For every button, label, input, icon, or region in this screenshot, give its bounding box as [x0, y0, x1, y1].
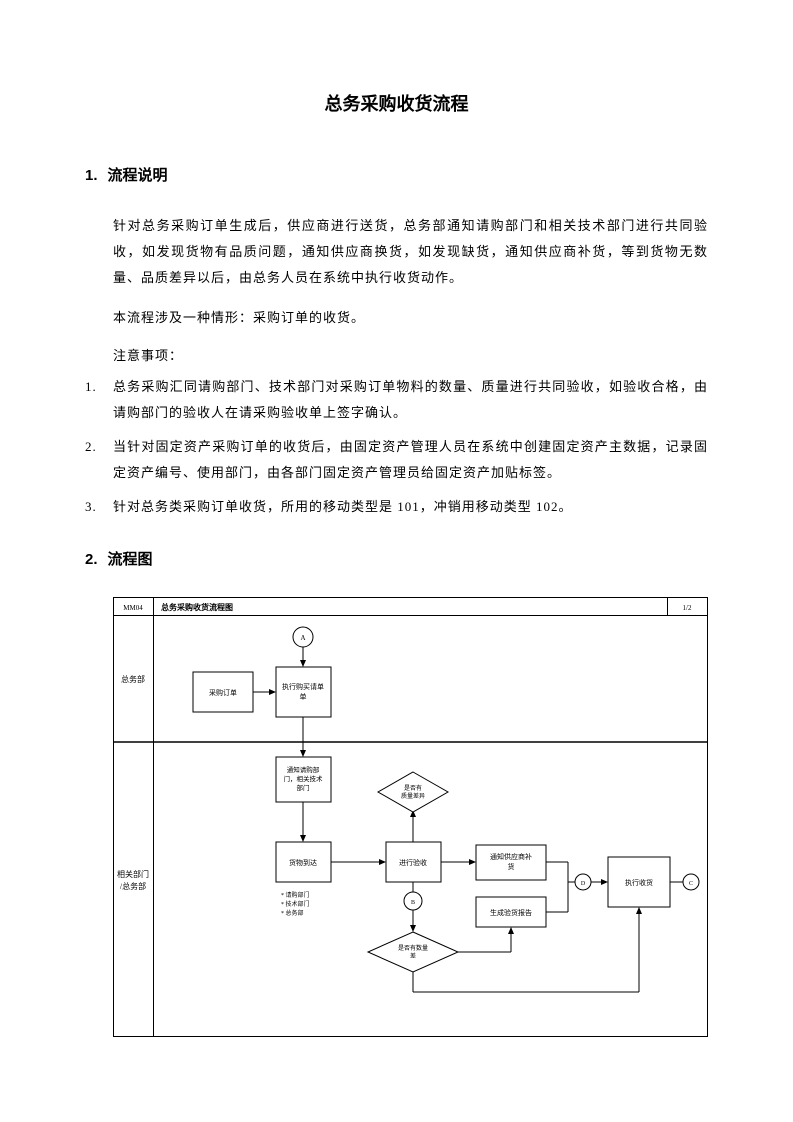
section-2-num: 2.	[85, 551, 98, 568]
fc-header-id: MM04	[123, 604, 143, 612]
list-num: 1.	[85, 374, 113, 426]
list-num: 2.	[85, 434, 113, 486]
fc-dec-q2: 质量差异	[401, 792, 425, 800]
fc-node-return1: 通知供应商补	[490, 852, 532, 861]
fc-node-receipt: 执行收货	[625, 878, 653, 887]
fc-header-right: 1/2	[683, 604, 692, 612]
section-2-text: 流程图	[108, 551, 153, 568]
fc-node-return2: 货	[508, 862, 515, 871]
fc-node-po-prep1: 执行购买请单	[282, 682, 324, 691]
section-1-text: 流程说明	[108, 167, 168, 184]
fc-node-notify3: 部门	[297, 783, 310, 792]
list-item-1: 1. 总务采购汇同请购部门、技术部门对采购订单物料的数量、质量进行共同验收，如验…	[85, 374, 708, 426]
flowchart-svg: MM04 总务采购收货流程图 1/2 总务部 相关部门 /总务部 A 采购订单 …	[113, 597, 708, 1037]
fc-dec-qty1: 是否有数量	[398, 944, 428, 952]
list-text: 针对总务类采购订单收货，所用的移动类型是 101，冲销用移动类型 102。	[113, 494, 708, 520]
fc-node-inspect: 进行验收	[399, 858, 427, 867]
fc-note3: * 总务部	[281, 909, 304, 917]
flowchart-container: MM04 总务采购收货流程图 1/2 总务部 相关部门 /总务部 A 采购订单 …	[113, 597, 708, 1042]
fc-dec-q1: 是否有	[404, 784, 422, 792]
fc-lane2-label1: 相关部门	[117, 869, 149, 879]
notice-label: 注意事项：	[113, 345, 708, 364]
fc-note1: * 请购部门	[281, 891, 310, 899]
fc-node-po-prep2: 单	[300, 692, 307, 701]
paragraph-2: 本流程涉及一种情形：采购订单的收货。	[113, 305, 708, 331]
list-item-2: 2. 当针对固定资产采购订单的收货后，由固定资产管理人员在系统中创建固定资产主数…	[85, 434, 708, 486]
fc-node-po: 采购订单	[209, 688, 237, 697]
fc-node-avp: 生成验货报告	[490, 908, 532, 917]
fc-conn-d: D	[581, 881, 586, 887]
fc-conn-c: C	[689, 881, 693, 887]
fc-header-title: 总务采购收货流程图	[161, 602, 233, 612]
fc-node-notify2: 门，相关技术	[284, 774, 324, 783]
fc-node-arrive: 货物到达	[289, 858, 317, 867]
list-text: 当针对固定资产采购订单的收货后，由固定资产管理人员在系统中创建固定资产主数据，记…	[113, 434, 708, 486]
list-num: 3.	[85, 494, 113, 520]
list-text: 总务采购汇同请购部门、技术部门对采购订单物料的数量、质量进行共同验收，如验收合格…	[113, 374, 708, 426]
fc-lane2-label2: /总务部	[120, 881, 146, 891]
fc-start: A	[300, 634, 305, 642]
fc-node-notify1: 通知请购部	[287, 765, 320, 774]
fc-conn-b: B	[411, 900, 415, 906]
fc-note2: * 技术部门	[281, 900, 310, 908]
document-title: 总务采购收货流程	[85, 90, 708, 116]
section-1-num: 1.	[85, 167, 98, 184]
paragraph-1: 针对总务采购订单生成后，供应商进行送货，总务部通知请购部门和相关技术部门进行共同…	[113, 213, 708, 291]
fc-lane1-label: 总务部	[121, 674, 145, 684]
section-1-heading: 1. 流程说明	[85, 164, 708, 185]
fc-dec-qty2: 差	[410, 952, 416, 960]
list-item-3: 3. 针对总务类采购订单收货，所用的移动类型是 101，冲销用移动类型 102。	[85, 494, 708, 520]
section-2-heading: 2. 流程图	[85, 548, 708, 569]
